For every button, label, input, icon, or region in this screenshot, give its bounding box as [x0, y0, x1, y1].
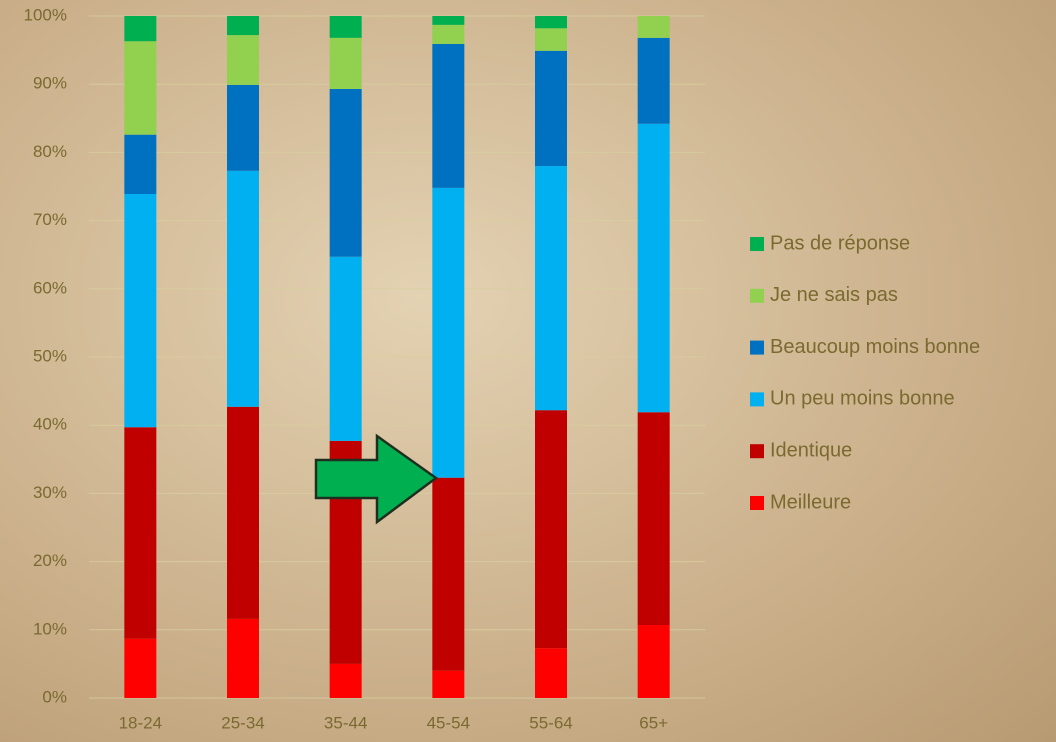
- y-tick-label: 90%: [33, 74, 67, 93]
- y-tick-label: 100%: [24, 5, 67, 24]
- y-tick-label: 70%: [33, 210, 67, 229]
- bar-segment: [432, 16, 464, 25]
- legend-label: Je ne sais pas: [770, 284, 898, 306]
- y-tick-label: 30%: [33, 483, 67, 502]
- chart: 0% 10% 20% 30% 40% 50% 60% 70% 80% 90% 100% 18-24 25…: [0, 0, 1056, 742]
- bar-segment: [330, 38, 362, 89]
- bar-segment: [227, 35, 259, 85]
- bar-segment: [432, 188, 464, 478]
- legend-swatch: [750, 392, 764, 406]
- bar-segment: [330, 664, 362, 698]
- legend-label: Identique: [770, 439, 852, 461]
- bar-segment: [124, 427, 156, 638]
- x-tick-label: 65+: [639, 713, 668, 732]
- bar-segment: [432, 671, 464, 698]
- y-tick-label: 10%: [33, 619, 67, 638]
- bar-segment: [330, 89, 362, 257]
- bar-segment: [124, 16, 156, 41]
- bar-segment: [535, 28, 567, 51]
- y-tick-label: 60%: [33, 278, 67, 297]
- bar-segment: [432, 478, 464, 671]
- bar-segment: [227, 171, 259, 407]
- x-tick-label: 55-64: [529, 713, 572, 732]
- y-tick-label: 50%: [33, 346, 67, 365]
- legend-swatch: [750, 496, 764, 510]
- bar-segment: [227, 407, 259, 619]
- y-tick-label: 40%: [33, 415, 67, 434]
- bar-segment: [535, 16, 567, 28]
- bar-segment: [535, 51, 567, 166]
- bar-segment: [638, 124, 670, 412]
- legend-label: Pas de réponse: [770, 232, 910, 254]
- legend-label: Un peu moins bonne: [770, 388, 955, 410]
- y-tick-label: 80%: [33, 142, 67, 161]
- bar-segment: [638, 38, 670, 124]
- bar-segment: [535, 166, 567, 410]
- x-tick-label: 25-34: [221, 713, 264, 732]
- bar-segment: [124, 135, 156, 194]
- bar-segment: [124, 194, 156, 427]
- x-tick-label: 35-44: [324, 713, 367, 732]
- legend-swatch: [750, 289, 764, 303]
- bar-segment: [432, 25, 464, 44]
- bar-segment: [330, 16, 362, 38]
- legend-swatch: [750, 237, 764, 251]
- y-tick-label: 20%: [33, 551, 67, 570]
- legend-swatch: [750, 341, 764, 355]
- bar-segment: [535, 648, 567, 698]
- slide: 0% 10% 20% 30% 40% 50% 60% 70% 80% 90% 100% 18-24 25…: [0, 0, 1056, 742]
- bar-segment: [330, 257, 362, 441]
- bar-segment: [638, 625, 670, 698]
- legend-label: Meilleure: [770, 491, 851, 513]
- bar-segment: [227, 85, 259, 171]
- bar-segment: [124, 41, 156, 134]
- bar-segment: [124, 639, 156, 698]
- bar-segment: [535, 410, 567, 648]
- bar-segment: [638, 16, 670, 38]
- legend-swatch: [750, 444, 764, 458]
- x-tick-label: 45-54: [427, 713, 470, 732]
- bar-segment: [227, 619, 259, 698]
- legend-label: Beaucoup moins bonne: [770, 336, 980, 358]
- y-tick-label: 0%: [42, 687, 67, 706]
- bar-segment: [638, 412, 670, 625]
- bar-segment: [227, 16, 259, 35]
- x-tick-label: 18-24: [119, 713, 162, 732]
- bar-segment: [432, 44, 464, 188]
